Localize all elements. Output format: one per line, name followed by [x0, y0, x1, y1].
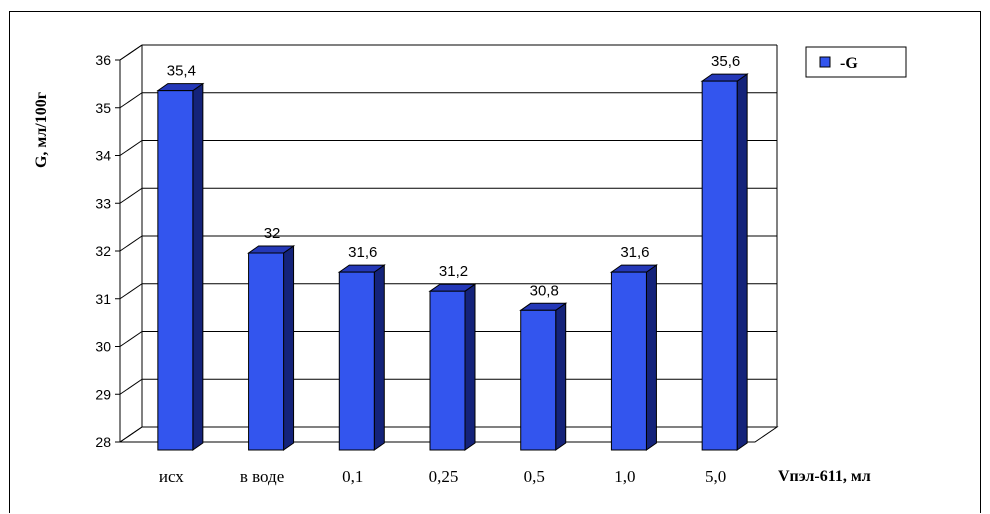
data-label: 30,8: [530, 282, 559, 299]
data-label: 32: [264, 225, 281, 242]
y-tick-label: 33: [95, 195, 111, 211]
bar: [519, 302, 568, 451]
bars: [156, 73, 749, 451]
bar: [246, 245, 296, 451]
data-label: 31,6: [620, 244, 649, 261]
data-label: 35,6: [711, 53, 740, 70]
y-tick-label: 29: [95, 386, 111, 402]
x-category-label: 0,1: [342, 467, 363, 486]
y-tick-label: 34: [95, 148, 111, 164]
data-label: 31,2: [439, 263, 468, 280]
bar: [156, 82, 205, 451]
bar: [700, 73, 749, 451]
y-tick-label: 31: [95, 291, 111, 307]
x-category-label: 0,5: [524, 467, 545, 486]
legend-swatch: [819, 56, 831, 68]
x-category-label: 5,0: [705, 467, 726, 486]
y-axis-top-edge: [119, 44, 143, 61]
bar-front: [248, 252, 285, 451]
y-axis-title: G, мл/100г: [33, 92, 50, 168]
bar: [337, 264, 386, 451]
bar-side: [645, 264, 657, 451]
x-category-label: 1,0: [614, 467, 635, 486]
gridline-side: [119, 140, 143, 156]
x-category-label: исх: [159, 467, 184, 486]
gridline-side: [119, 426, 143, 443]
data-labels: 35,4 32 31,6 31,2 30,8 31,6 35,6: [167, 53, 740, 299]
gridline-side: [119, 331, 143, 347]
gridline-side: [119, 283, 143, 300]
x-category-label: в воде: [240, 467, 284, 486]
y-tick-label: 28: [95, 434, 111, 450]
x-axis-title: Vпэл-611, мл: [778, 468, 871, 485]
bar-side: [192, 82, 204, 451]
bar-side: [736, 73, 748, 451]
bar: [428, 283, 477, 451]
x-axis-categories: исх в воде 0,1 0,25 0,5 1,0 5,0: [159, 467, 726, 486]
bar-front: [701, 80, 738, 451]
bar-side: [464, 283, 476, 451]
gridline-side: [119, 187, 143, 204]
bar-side: [283, 245, 295, 451]
bar-front: [520, 309, 557, 451]
bar-front: [338, 271, 375, 451]
legend: -G: [805, 46, 907, 78]
data-label: 35,4: [167, 63, 196, 80]
gridline-side: [119, 235, 143, 252]
gridline-side: [119, 92, 143, 109]
y-tick-label: 32: [95, 243, 111, 259]
y-tick-label: 36: [95, 52, 111, 68]
bar-side: [373, 264, 385, 451]
y-tick-label: 30: [95, 339, 111, 355]
legend-label: -G: [840, 55, 858, 72]
data-label: 31,6: [348, 244, 377, 261]
bar-front: [157, 90, 194, 451]
x-category-label: 0,25: [429, 467, 459, 486]
y-tick-label: 35: [95, 100, 111, 116]
bar-chart: 28 29 30 31 32 33 34 35 36 35,4 32 31,6 31,2 30,8 31,…: [33, 44, 907, 486]
bar-side: [555, 302, 567, 451]
bar-front: [429, 290, 466, 451]
bar: [609, 264, 659, 451]
chart-frame: 28 29 30 31 32 33 34 35 36 35,4 32 31,6 31,2 30,8 31,…: [9, 11, 981, 513]
y-axis-ticks: 28 29 30 31 32 33 34 35 36: [95, 52, 120, 450]
gridline-side: [119, 378, 143, 395]
bar-front: [610, 271, 647, 451]
